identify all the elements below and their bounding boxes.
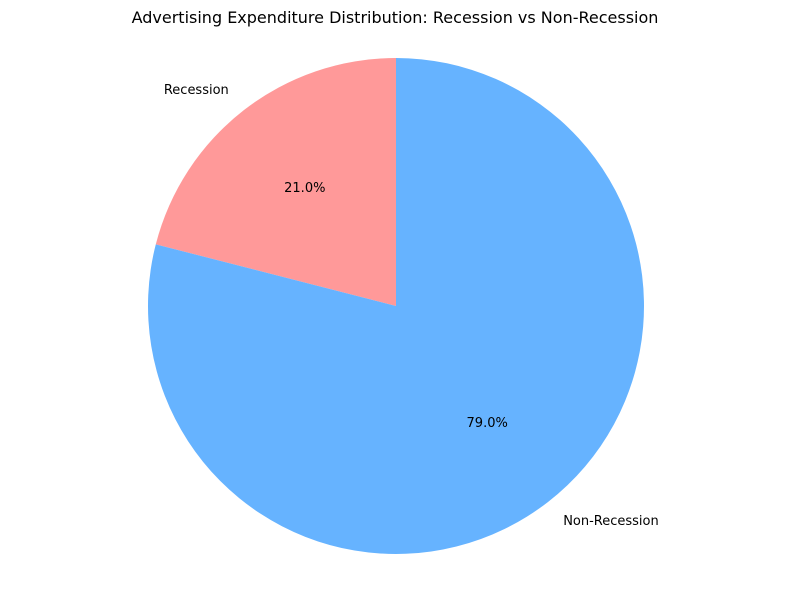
pie-category-label: Recession xyxy=(164,83,229,98)
pie-category-label: Non-Recession xyxy=(563,514,659,529)
pie-percent-label: 21.0% xyxy=(284,181,325,196)
pie-percent-label: 79.0% xyxy=(467,416,508,431)
pie-slice-recession xyxy=(155,58,396,306)
pie-slice-non-recession xyxy=(148,58,644,554)
chart-title: Advertising Expenditure Distribution: Re… xyxy=(131,8,659,27)
